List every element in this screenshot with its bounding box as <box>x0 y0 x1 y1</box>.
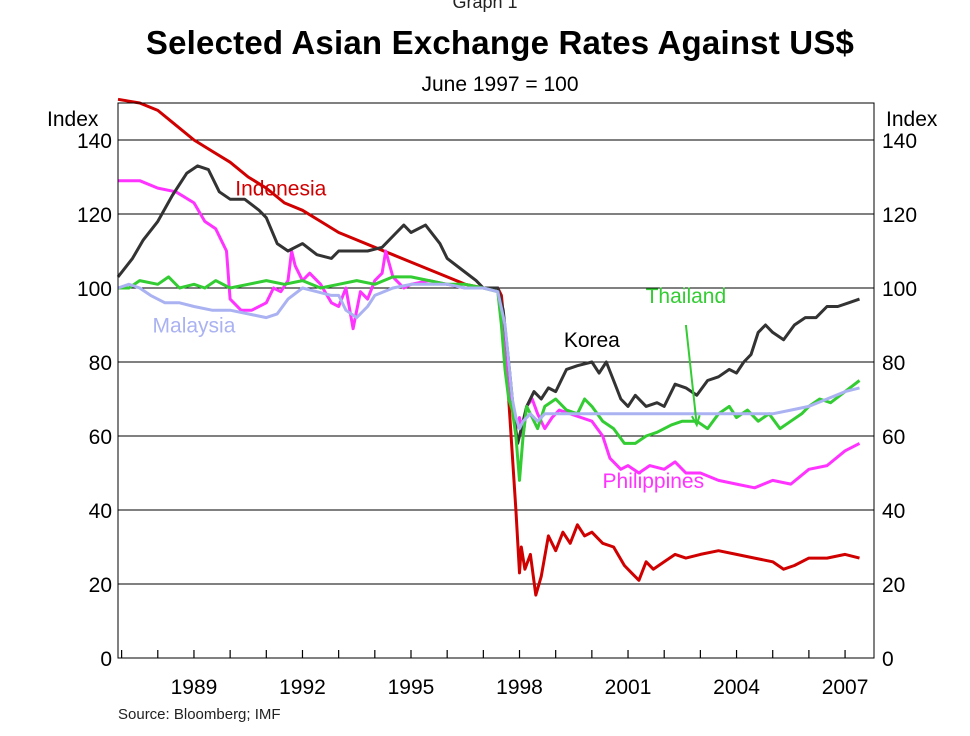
x-tick-label: 1995 <box>388 676 435 699</box>
series-line-thailand <box>118 275 861 482</box>
y-axis-label-right: Index <box>886 108 938 131</box>
y-tick-label-right: 0 <box>882 648 894 671</box>
series-label-korea: Korea <box>564 329 620 352</box>
y-tick-label-right: 140 <box>882 130 917 153</box>
y-tick-label-left: 60 <box>89 426 112 449</box>
series-line-malaysia <box>117 282 860 431</box>
source-note: Source: Bloomberg; IMF <box>118 706 281 723</box>
y-tick-label-right: 20 <box>882 574 905 597</box>
y-tick-label-right: 40 <box>882 500 905 523</box>
y-tick-label-left: 80 <box>89 352 112 375</box>
series-label-indonesia: Indonesia <box>235 178 326 201</box>
series-line-korea <box>116 164 860 445</box>
axes: 0 0 20 20 40 40 60 60 80 80 100 100 120 120 140 140 1989… <box>77 102 917 699</box>
thailand-arrow <box>684 324 698 426</box>
y-tick-label-left: 120 <box>77 204 112 227</box>
y-tick-label-left: 40 <box>89 500 112 523</box>
plot-frame <box>117 102 875 659</box>
y-tick-label-left: 140 <box>77 130 112 153</box>
x-tick-label: 1992 <box>279 676 326 699</box>
series-label-thailand: Thailand <box>646 285 727 308</box>
y-tick-label-left: 20 <box>89 574 112 597</box>
x-tick-label: 2007 <box>822 676 869 699</box>
x-tick-label: 1989 <box>171 676 218 699</box>
series-label-malaysia: Malaysia <box>153 314 236 337</box>
series-lines <box>116 97 861 597</box>
chart-subtitle: June 1997 = 100 <box>421 73 579 96</box>
series-annotations: Indonesia Malaysia Korea Thailand Philippine… <box>153 178 727 493</box>
x-tick-label: 2001 <box>605 676 652 699</box>
y-axis-label-left: Index <box>47 108 99 131</box>
y-tick-label-left: 100 <box>77 278 112 301</box>
series-line-indonesia <box>117 97 860 597</box>
y-tick-label-right: 60 <box>882 426 905 449</box>
y-tick-label-left: 0 <box>100 648 112 671</box>
y-tick-label-right: 120 <box>882 204 917 227</box>
y-tick-label-right: 80 <box>882 352 905 375</box>
y-tick-label-right: 100 <box>882 278 917 301</box>
thailand-arrow-head <box>691 415 701 428</box>
gridlines <box>118 139 874 585</box>
graph-label: Graph 1 <box>452 0 518 12</box>
series-label-philippines: Philippines <box>603 470 705 493</box>
x-tick-label: 1998 <box>496 676 543 699</box>
chart-title: Selected Asian Exchange Rates Against US… <box>145 24 855 61</box>
x-tick-label: 2004 <box>713 676 760 699</box>
